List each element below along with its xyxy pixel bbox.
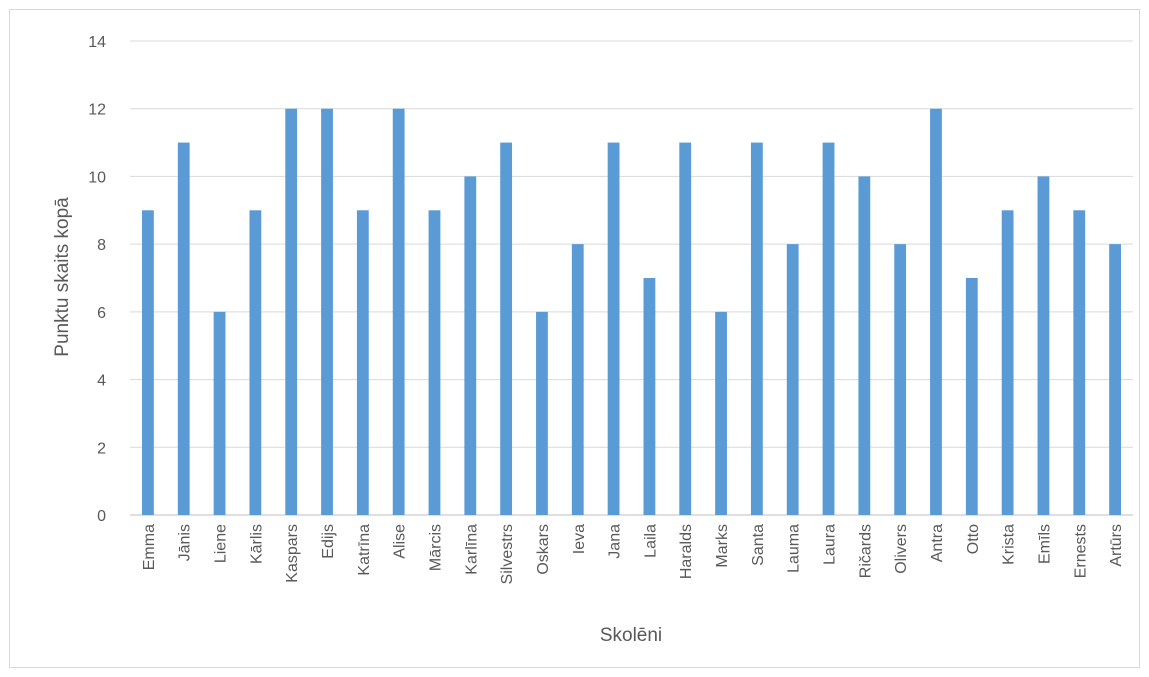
x-tick-label: Jānis xyxy=(177,524,194,561)
y-tick-labels: 0 2 4 6 8 10 12 14 xyxy=(88,34,106,525)
x-tick-label: Ieva xyxy=(571,524,588,554)
gridlines xyxy=(130,40,1133,516)
x-tick-label: Mārcis xyxy=(427,524,444,571)
x-tick-label: Antra xyxy=(929,524,946,562)
x-tick-label: Edijs xyxy=(320,524,337,559)
bar xyxy=(1109,244,1121,515)
bar xyxy=(858,176,871,515)
bar xyxy=(177,142,190,516)
x-tick-label: Silvestrs xyxy=(499,524,516,584)
x-tick-label: Haralds xyxy=(678,524,695,579)
x-tick-label: Olivers xyxy=(893,524,910,574)
x-tick-label: Liene xyxy=(213,524,230,563)
bar xyxy=(894,244,907,515)
y-tick-label: 4 xyxy=(97,373,106,390)
y-tick-label: 12 xyxy=(88,102,106,119)
x-tick-label: Santa xyxy=(750,524,767,566)
y-tick-label: 14 xyxy=(88,34,106,51)
bar xyxy=(715,311,727,515)
x-tick-label: Krista xyxy=(1001,524,1018,565)
bar xyxy=(930,108,942,515)
y-tick-label: 8 xyxy=(97,237,106,254)
bars xyxy=(142,108,1121,516)
bar xyxy=(822,142,835,516)
y-tick-label: 6 xyxy=(97,305,106,322)
x-tick-label: Laura xyxy=(822,524,839,565)
x-tick-labels: Emma Jānis Liene Kārlis Kaspars Edijs Katrīna A… xyxy=(141,524,1125,585)
x-tick-label: Marks xyxy=(714,524,731,568)
bar xyxy=(142,210,154,516)
x-tick-label: Ernests xyxy=(1072,524,1089,578)
bar xyxy=(356,210,369,516)
bar xyxy=(500,142,513,516)
bar xyxy=(1073,210,1086,516)
x-tick-label: Alise xyxy=(392,524,409,559)
bar xyxy=(750,142,763,516)
bar xyxy=(643,278,656,515)
x-tick-label: Otto xyxy=(965,524,982,554)
x-tick-label: Emīls xyxy=(1036,524,1053,564)
bar xyxy=(536,311,548,515)
y-tick-label: 2 xyxy=(97,440,106,457)
x-tick-label: Laila xyxy=(642,524,659,558)
bar xyxy=(607,142,620,516)
bar xyxy=(786,244,799,515)
y-tick-label: 0 xyxy=(97,508,106,525)
bar xyxy=(571,244,584,515)
bar xyxy=(249,210,262,516)
x-tick-label: Artūrs xyxy=(1108,524,1125,567)
bar xyxy=(1001,210,1014,516)
x-tick-label: Kaspars xyxy=(284,524,301,583)
bar xyxy=(285,108,298,515)
x-tick-label: Emma xyxy=(141,524,158,570)
x-tick-label: Ričards xyxy=(857,524,874,578)
bar xyxy=(965,278,978,515)
bar xyxy=(464,176,477,515)
x-tick-label: Jana xyxy=(607,524,624,559)
y-axis-title: Punktu skaits kopā xyxy=(52,197,73,357)
x-tick-label: Lauma xyxy=(786,524,803,573)
bar xyxy=(428,210,441,516)
bar xyxy=(392,108,405,515)
x-tick-label: Katrīna xyxy=(356,524,373,576)
y-tick-label: 10 xyxy=(88,169,106,186)
x-tick-label: Kārlis xyxy=(248,524,265,564)
x-tick-label: Karlīna xyxy=(463,524,480,575)
x-axis-title: Skolēni xyxy=(600,625,662,646)
bar xyxy=(321,108,333,515)
bar xyxy=(1037,176,1050,515)
bar xyxy=(679,142,692,516)
bar xyxy=(213,311,226,515)
x-tick-label: Oskars xyxy=(535,524,552,575)
